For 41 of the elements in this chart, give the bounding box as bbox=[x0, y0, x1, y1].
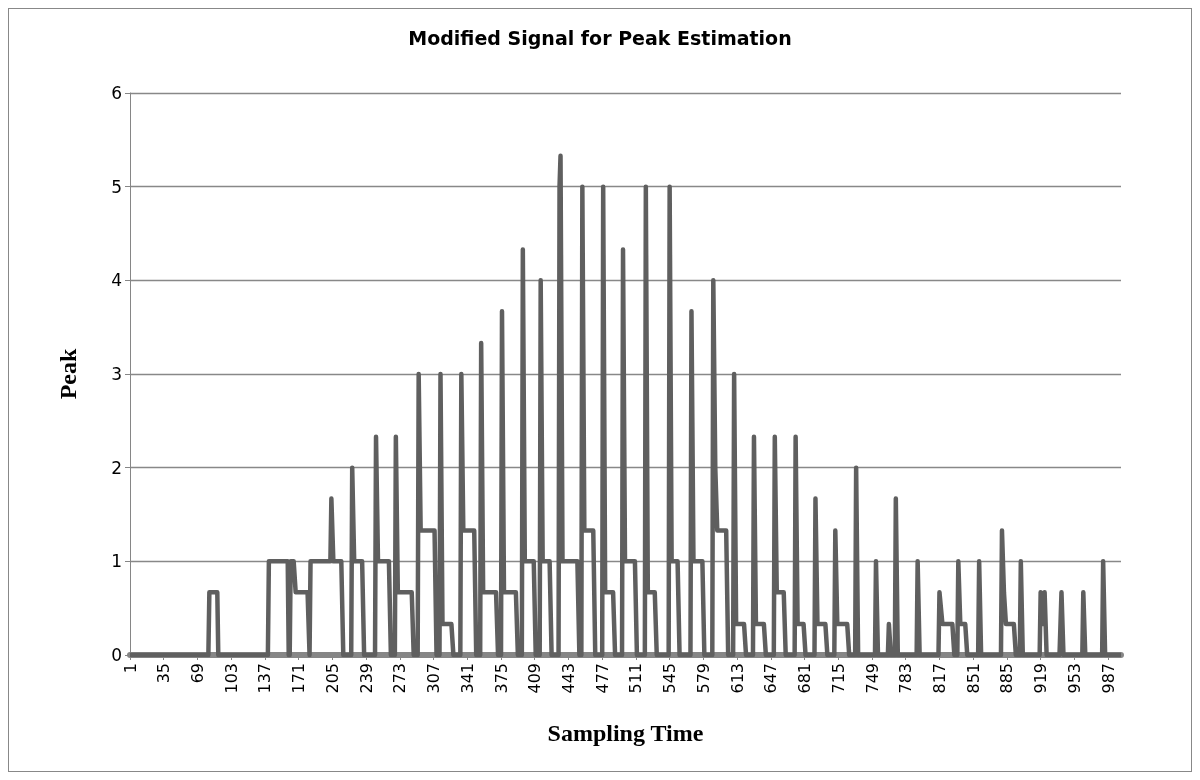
x-tick-label: 851 bbox=[963, 663, 983, 694]
x-tick-label: 137 bbox=[255, 663, 275, 694]
x-tick-label: 1 bbox=[120, 663, 140, 674]
x-tick-label: 749 bbox=[862, 663, 882, 694]
x-tick-label: 477 bbox=[592, 663, 612, 694]
x-tick-label: 103 bbox=[221, 663, 241, 694]
x-tick-label: 579 bbox=[693, 663, 713, 694]
x-tick-label: 341 bbox=[457, 663, 477, 694]
y-tick-label: 3 bbox=[111, 364, 122, 384]
y-tick-label: 5 bbox=[111, 176, 122, 197]
x-tick-label: 817 bbox=[929, 663, 949, 694]
x-tick-label: 511 bbox=[626, 663, 646, 694]
y-tick-label: 1 bbox=[111, 551, 122, 572]
y-tick-label: 4 bbox=[111, 270, 122, 291]
x-tick-label: 953 bbox=[1064, 663, 1084, 694]
y-axis-title: Peak bbox=[55, 348, 81, 400]
x-tick-label: 375 bbox=[491, 663, 511, 694]
x-tick-label: 205 bbox=[322, 663, 342, 694]
y-tick-label: 0 bbox=[111, 645, 122, 665]
x-tick-label: 987 bbox=[1098, 663, 1118, 694]
x-tick-label: 885 bbox=[997, 663, 1017, 694]
x-tick-label: 681 bbox=[795, 663, 815, 694]
chart-title: Modified Signal for Peak Estimation bbox=[408, 26, 792, 49]
y-tick-label: 2 bbox=[111, 457, 122, 478]
x-tick-label: 613 bbox=[727, 663, 747, 694]
x-tick-label: 443 bbox=[558, 663, 578, 694]
x-tick-label: 35 bbox=[154, 663, 174, 684]
x-tick-label: 307 bbox=[424, 663, 444, 694]
line-series bbox=[127, 153, 1124, 658]
x-tick-label: 545 bbox=[660, 663, 680, 694]
x-tick-label: 409 bbox=[525, 663, 545, 694]
x-tick-label: 783 bbox=[896, 663, 916, 694]
x-tick-label: 919 bbox=[1031, 663, 1051, 694]
x-tick-label: 715 bbox=[828, 663, 848, 694]
x-tick-label: 273 bbox=[390, 663, 410, 694]
x-tick-label: 647 bbox=[761, 663, 781, 694]
x-axis-title: Sampling Time bbox=[547, 720, 704, 746]
x-tick-label: 239 bbox=[356, 663, 376, 694]
x-tick-label: 69 bbox=[187, 663, 207, 684]
y-tick-label: 6 bbox=[111, 83, 122, 103]
x-tick-label: 171 bbox=[289, 663, 309, 694]
